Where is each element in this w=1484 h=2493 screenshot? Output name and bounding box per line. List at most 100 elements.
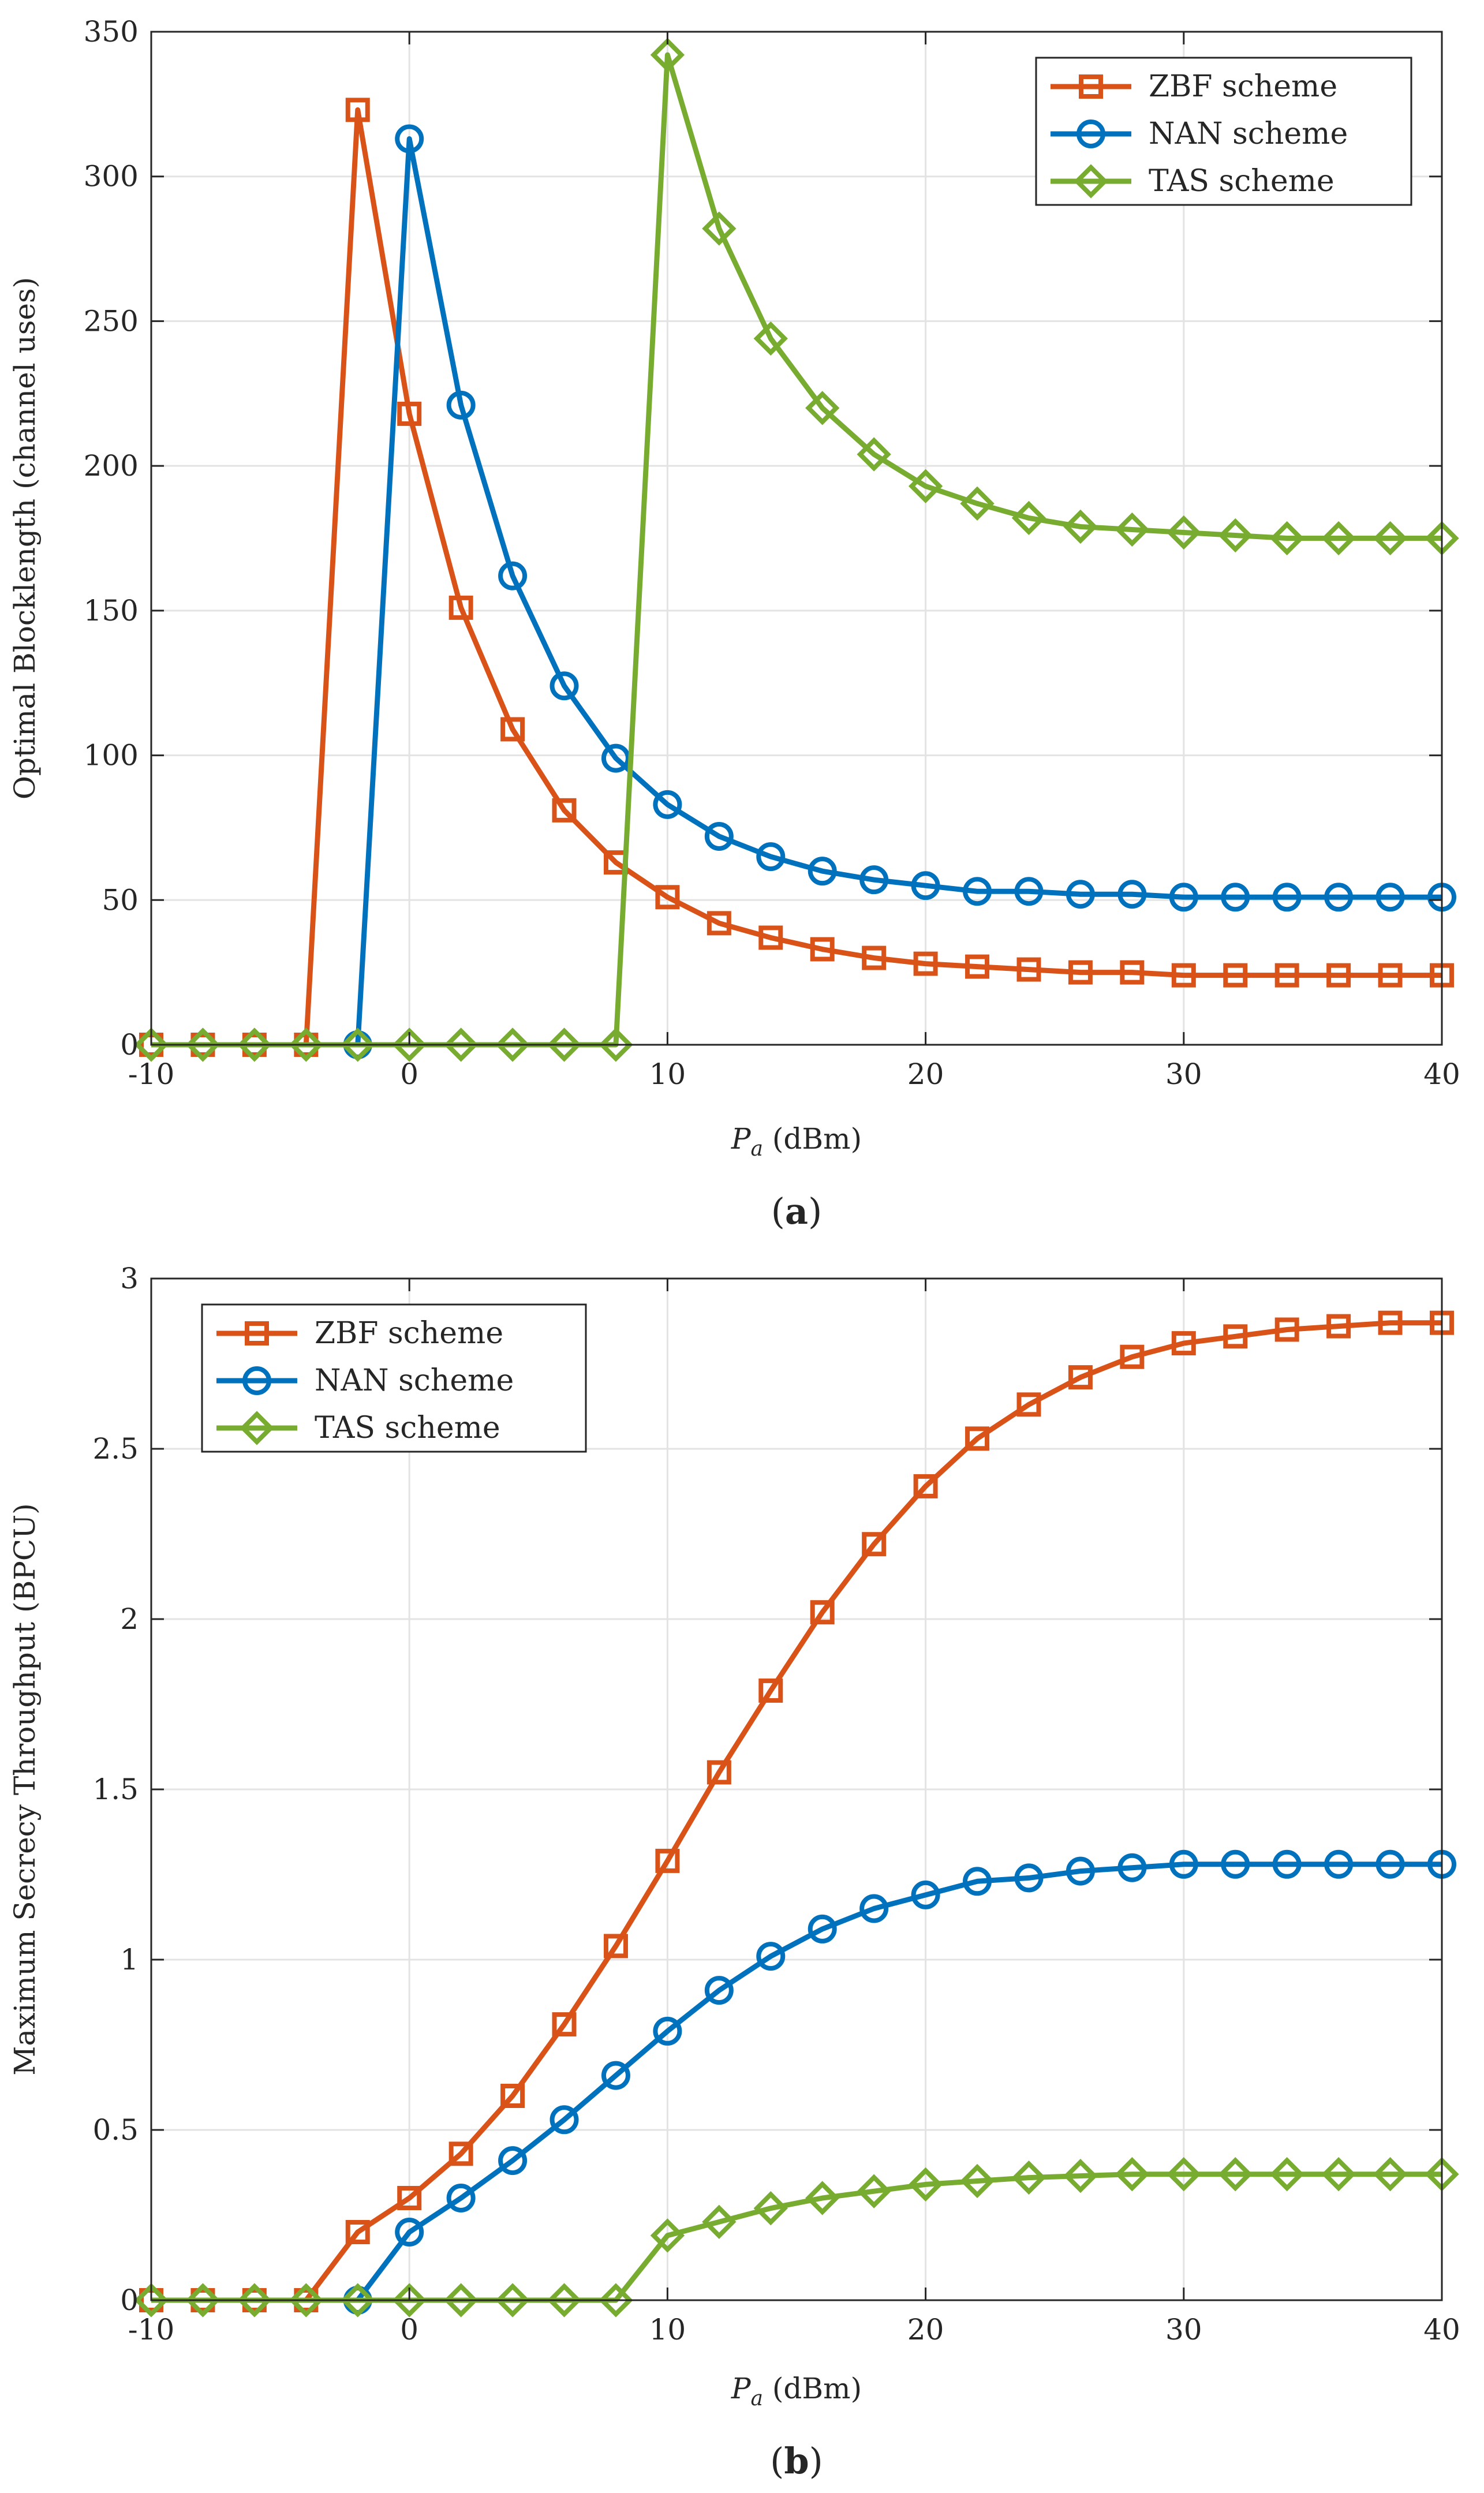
data-point — [1063, 2158, 1098, 2193]
y-tick-label: 150 — [84, 594, 139, 627]
data-point — [1115, 512, 1150, 547]
data-point — [1120, 1344, 1145, 1369]
data-point — [547, 1027, 582, 1062]
data-point — [289, 1027, 323, 1062]
data-point — [1167, 2157, 1201, 2192]
data-point — [756, 1942, 786, 1971]
data-point — [552, 2012, 577, 2037]
y-tick-label: 250 — [84, 304, 139, 338]
legend-label: TAS scheme — [1149, 164, 1335, 199]
data-point — [1011, 2160, 1046, 2195]
data-point — [805, 2181, 840, 2215]
x-axis-symbol: P — [731, 1122, 752, 1156]
data-point — [1016, 1392, 1041, 1417]
data-point — [1373, 521, 1408, 556]
data-point — [1115, 2157, 1150, 2192]
data-point — [1218, 2157, 1253, 2192]
data-point — [601, 2061, 630, 2090]
data-point — [908, 469, 943, 503]
data-point — [653, 2016, 682, 2046]
data-point — [1378, 1310, 1403, 1335]
data-point — [1375, 883, 1405, 912]
data-point — [758, 1678, 783, 1703]
data-point — [1375, 1849, 1405, 1879]
data-point — [448, 2141, 473, 2166]
legend-marker — [1074, 164, 1108, 199]
caption-close: ) — [808, 1190, 822, 1232]
data-point — [397, 401, 422, 426]
caption-open: ( — [771, 1190, 785, 1232]
data-point — [237, 1027, 272, 1062]
data-point — [808, 857, 837, 886]
data-point — [753, 321, 788, 356]
data-point — [603, 1934, 628, 1958]
data-point — [965, 954, 990, 979]
x-tick-label: 30 — [1165, 1057, 1202, 1091]
data-point — [1011, 500, 1046, 536]
data-point — [1326, 963, 1351, 988]
data-point — [704, 821, 734, 851]
data-point — [1068, 960, 1093, 985]
data-point — [707, 911, 731, 936]
data-point — [913, 1474, 938, 1498]
legend-marker — [1079, 74, 1103, 99]
legend-marker — [240, 1411, 274, 1445]
y-tick-label: 1 — [120, 1943, 139, 1976]
data-point — [1223, 1324, 1248, 1349]
data-point — [601, 743, 630, 773]
data-point — [599, 1027, 633, 1062]
data-point — [1218, 518, 1253, 553]
x-tick-label: 0 — [400, 2313, 418, 2346]
data-point — [1270, 2157, 1304, 2192]
data-point — [1171, 963, 1196, 988]
data-point — [1373, 2157, 1408, 2192]
x-tick-label: 30 — [1165, 2313, 1202, 2346]
data-point — [395, 124, 424, 154]
data-point — [1066, 1856, 1095, 1886]
data-point — [1120, 960, 1145, 985]
data-point — [495, 1027, 530, 1062]
legend-marker — [1076, 119, 1105, 148]
data-point — [392, 2283, 427, 2318]
data-point — [1167, 515, 1201, 550]
series-zbf — [139, 1310, 1454, 2312]
x-tick-label: 40 — [1423, 2313, 1460, 2346]
data-point — [862, 1532, 887, 1557]
data-point — [1321, 521, 1356, 556]
data-point — [805, 391, 840, 425]
x-axis-subscript: a — [751, 1137, 763, 1161]
legend-marker — [245, 1321, 269, 1345]
data-point — [965, 1426, 990, 1451]
data-point — [500, 2084, 525, 2108]
data-point — [1274, 1317, 1299, 1342]
data-point — [960, 486, 995, 521]
caption-close: ) — [809, 2440, 823, 2482]
data-point — [655, 1848, 680, 1873]
data-point — [911, 871, 940, 900]
data-point — [650, 2218, 685, 2253]
x-axis-unit: (dBm) — [763, 2372, 862, 2405]
x-tick-label: 0 — [400, 1057, 418, 1091]
data-point — [911, 1880, 940, 1909]
data-point — [963, 1867, 992, 1896]
data-point — [446, 2184, 476, 2212]
data-point — [655, 885, 680, 910]
data-point — [397, 2186, 422, 2210]
data-point — [345, 98, 370, 122]
data-point — [345, 2220, 370, 2244]
data-point — [495, 2283, 530, 2318]
data-point — [1326, 1314, 1351, 1339]
data-point — [134, 1027, 169, 1062]
data-point — [758, 925, 783, 950]
y-tick-label: 0 — [120, 2283, 139, 2317]
x-tick-label: 40 — [1423, 1057, 1460, 1091]
y-tick-label: 50 — [102, 883, 139, 917]
data-point — [1169, 883, 1198, 912]
y-tick-label: 1.5 — [92, 1773, 139, 1806]
caption-letter: a — [785, 1190, 808, 1232]
legend: ZBF scheme NAN scheme TAS scheme — [1035, 57, 1412, 206]
data-point — [1063, 509, 1098, 544]
x-axis-subscript: a — [751, 2387, 763, 2410]
data-point — [498, 2146, 528, 2176]
